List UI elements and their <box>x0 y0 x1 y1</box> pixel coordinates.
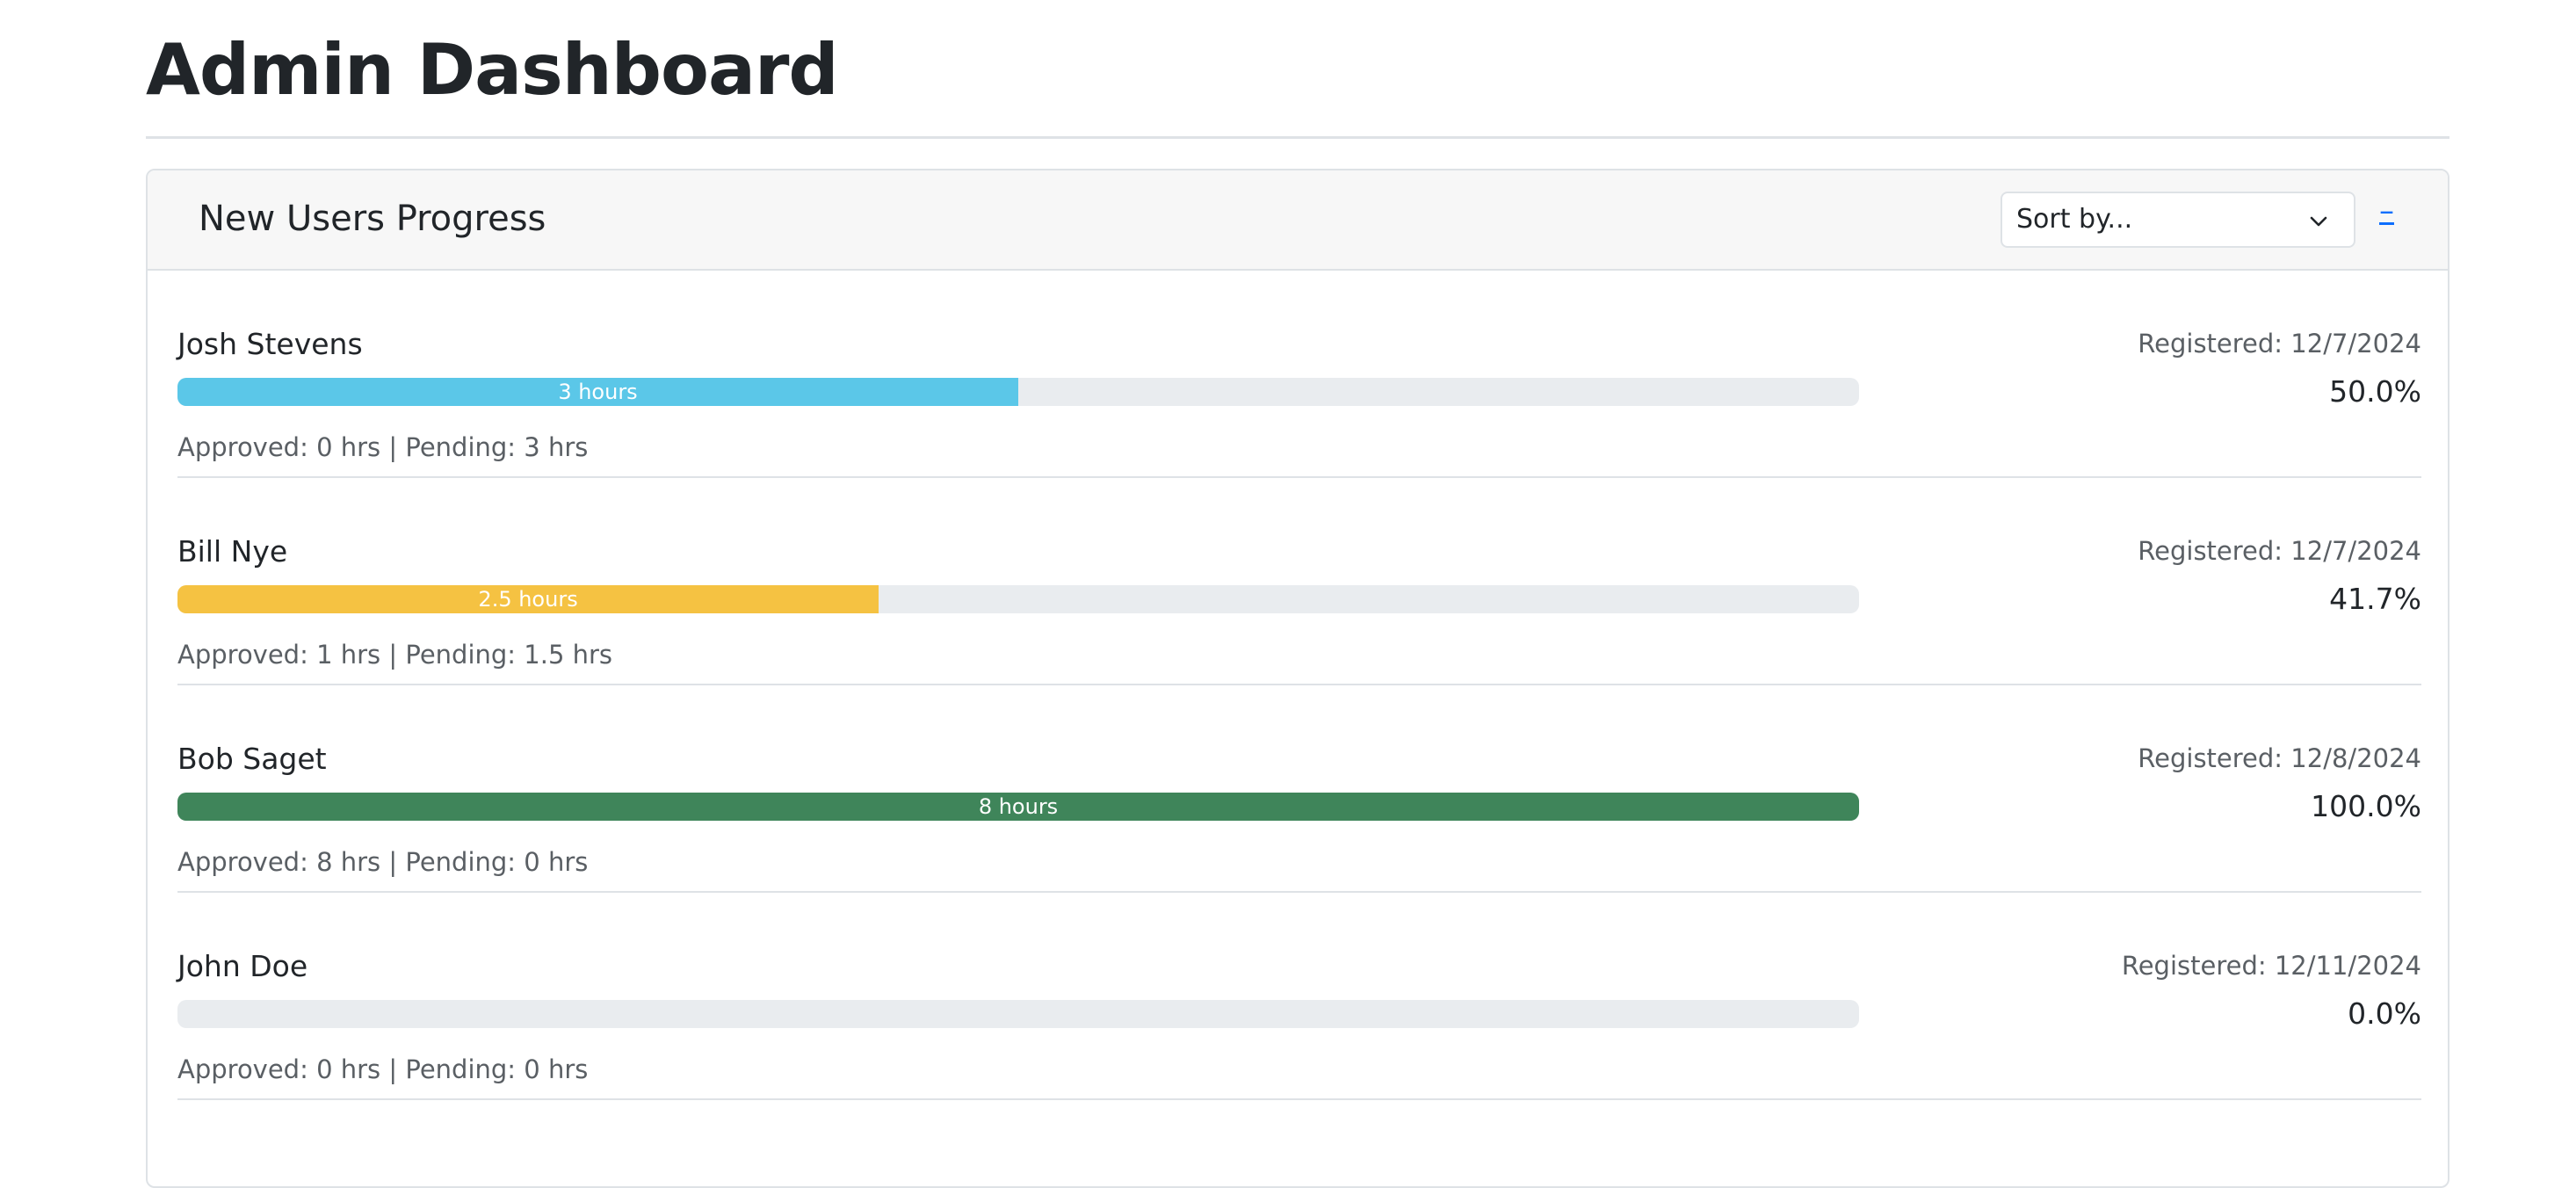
new-users-progress-card: New Users Progress Sort by... – Josh Ste… <box>146 169 2449 1188</box>
registered-date: Registered: 12/7/2024 <box>2138 329 2421 359</box>
user-name: Bob Saget <box>177 742 327 776</box>
user-name: Bill Nye <box>177 534 288 569</box>
progress-bar <box>177 1000 1859 1028</box>
user-list: Josh Stevens Registered: 12/7/2024 3 hou… <box>177 271 2421 1100</box>
user-row: Bill Nye Registered: 12/7/2024 2.5 hours… <box>177 478 2421 685</box>
progress-percent: 0.0% <box>2348 996 2421 1031</box>
registered-date: Registered: 12/8/2024 <box>2138 743 2421 773</box>
sort-select[interactable]: Sort by... <box>2001 192 2355 248</box>
user-name: Josh Stevens <box>177 327 363 361</box>
hours-summary: Approved: 1 hrs | Pending: 1.5 hrs <box>177 640 613 670</box>
page-title: Admin Dashboard <box>146 0 2449 139</box>
registered-date: Registered: 12/7/2024 <box>2138 536 2421 566</box>
progress-percent: 50.0% <box>2329 374 2421 409</box>
hours-summary: Approved: 8 hrs | Pending: 0 hrs <box>177 847 589 877</box>
page: Admin Dashboard New Users Progress Sort … <box>146 0 2449 1188</box>
hours-summary: Approved: 0 hrs | Pending: 3 hrs <box>177 432 589 462</box>
collapse-link[interactable]: – <box>2379 193 2394 228</box>
sort-select-label: Sort by... <box>2016 204 2133 235</box>
progress-percent: 100.0% <box>2311 789 2421 823</box>
card-title: New Users Progress <box>199 199 546 239</box>
registered-date: Registered: 12/11/2024 <box>2121 951 2421 981</box>
user-row: Josh Stevens Registered: 12/7/2024 3 hou… <box>177 271 2421 478</box>
progress-bar: 2.5 hours <box>177 585 1859 613</box>
progress-bar: 8 hours <box>177 793 1859 821</box>
card-header: New Users Progress Sort by... – <box>148 170 2448 271</box>
progress-percent: 41.7% <box>2329 582 2421 616</box>
progress-fill: 3 hours <box>177 378 1018 406</box>
progress-fill: 8 hours <box>177 793 1859 821</box>
chevron-down-icon <box>2310 216 2327 227</box>
hours-summary: Approved: 0 hrs | Pending: 0 hrs <box>177 1054 589 1084</box>
user-row: John Doe Registered: 12/11/2024 0.0% App… <box>177 893 2421 1100</box>
user-name: John Doe <box>177 949 308 983</box>
progress-fill: 2.5 hours <box>177 585 879 613</box>
progress-bar: 3 hours <box>177 378 1859 406</box>
user-row: Bob Saget Registered: 12/8/2024 8 hours … <box>177 685 2421 893</box>
